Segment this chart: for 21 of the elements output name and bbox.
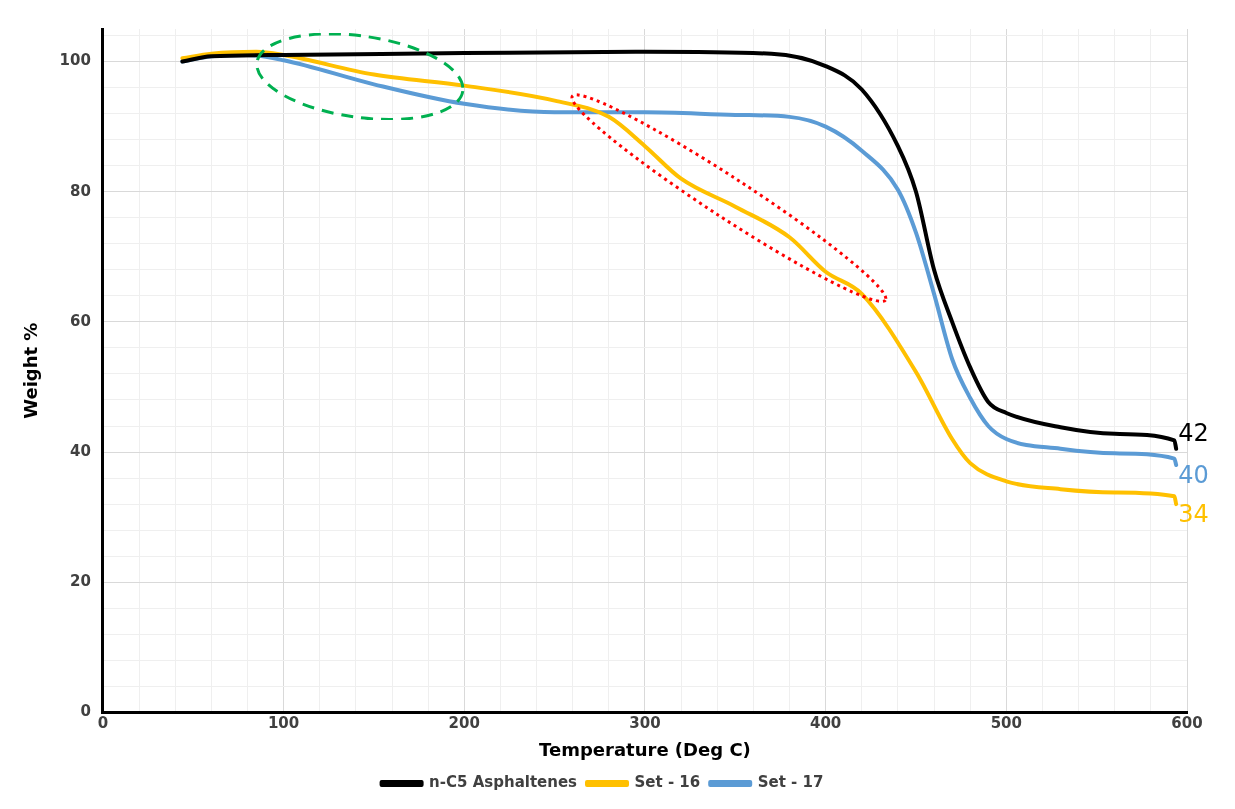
x-tick-label: 600: [1171, 714, 1203, 733]
x-tick-label: 100: [267, 714, 300, 733]
y-tick-label: 100: [59, 51, 91, 70]
x-tick-label: 400: [809, 714, 842, 733]
legend-label: Set - 17: [757, 773, 824, 792]
annotation: 42: [1178, 419, 1209, 448]
y-axis-title: Weight %: [20, 322, 42, 419]
y-tick-label: 60: [70, 311, 91, 330]
y-tick-label: 0: [80, 702, 91, 721]
legend-label: n-C5 Asphaltenes: [429, 773, 578, 792]
x-axis-title: Temperature (Deg C): [539, 738, 751, 760]
annotation: 40: [1178, 461, 1209, 490]
y-tick-label: 20: [70, 572, 91, 591]
legend-label: Set - 16: [634, 773, 701, 792]
y-tick-label: 40: [70, 441, 91, 460]
annotation: 34: [1178, 500, 1209, 529]
x-tick-label: 0: [97, 714, 109, 733]
x-tick-label: 300: [629, 714, 661, 733]
y-tick-label: 80: [70, 181, 91, 200]
x-tick-label: 500: [990, 714, 1022, 733]
x-tick-label: 200: [448, 714, 480, 733]
